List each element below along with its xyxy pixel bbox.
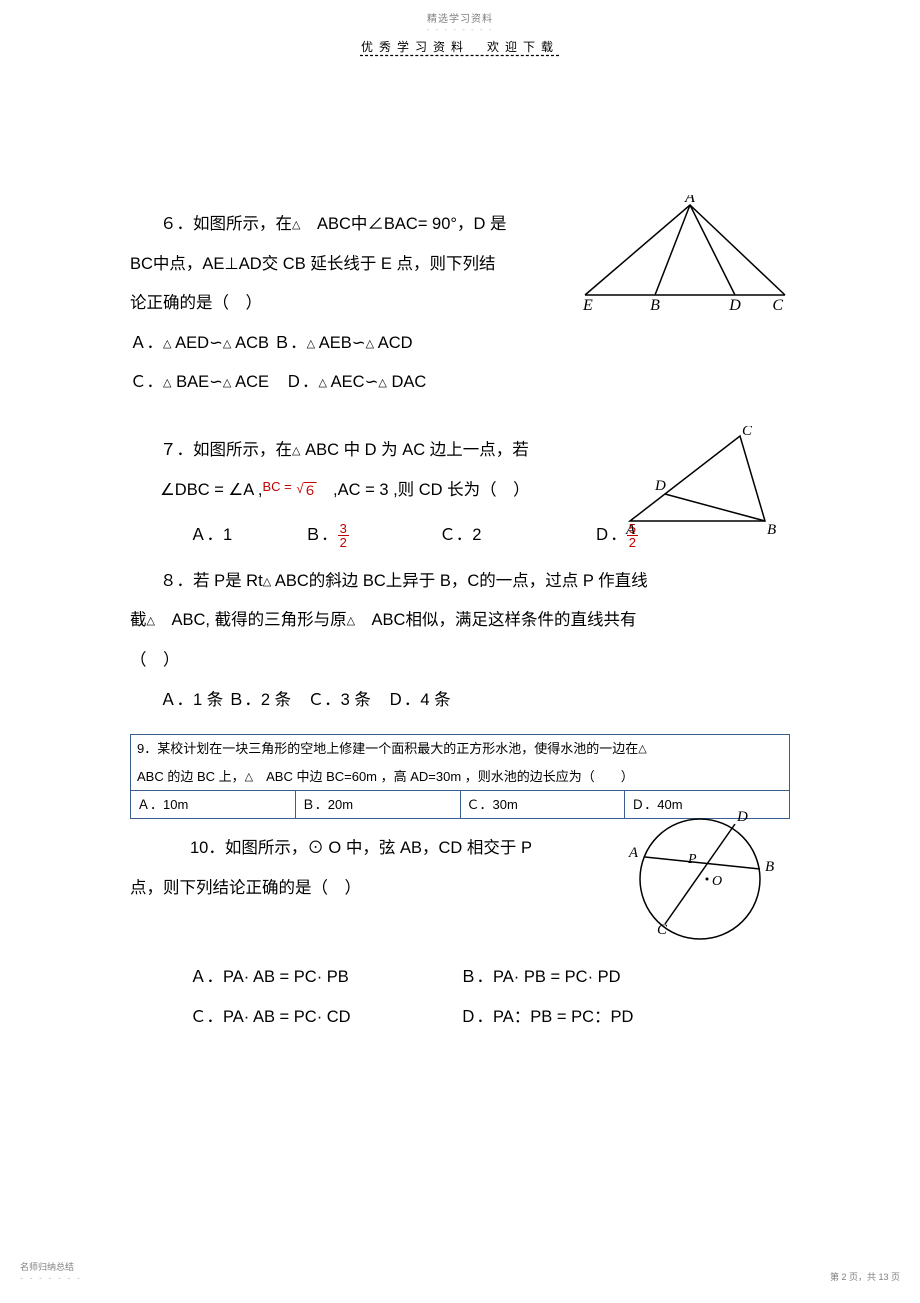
q7-text: ７．如图所示，在 [160,441,292,459]
svg-text:A: A [628,845,639,861]
svg-text:B: B [765,859,774,875]
svg-text:C: C [742,426,753,439]
svg-text:D: D [728,297,741,314]
header-subtitle: 优秀学习资料 欢迎下载 [0,38,920,55]
header-dots: - - - - - - - - [0,25,920,34]
svg-text:O: O [712,874,722,889]
svg-text:D: D [654,478,666,494]
svg-text:E: E [582,297,593,314]
figure-q6: A E B D C [580,195,790,331]
svg-text:P: P [687,852,697,867]
footer-left: 名师归纳总结 - - - - - - - [20,1260,82,1283]
svg-text:A: A [684,195,695,206]
page-content: A E B D C ６．如图所示，在△ ABC中∠BAC= 90°，D 是 BC… [0,55,920,1038]
header-top: 精选学习资料 [0,0,920,25]
question-10: A B C D P O 10．如图所示，⊙ O 中，弦 AB，CD 相交于 P … [130,829,790,908]
footer-right: 第 2 页，共 13 页 [830,1270,900,1283]
figure-q10: A B C D P O [600,799,790,975]
svg-text:B: B [650,297,660,314]
question-8: ８．若 P是 Rt△ ABC的斜边 BC上异于 B，C的一点，过点 P 作直线 … [130,562,790,720]
svg-text:D: D [736,809,748,825]
svg-text:B: B [767,522,776,536]
q6-options-row2: Ｃ．△ BAE∽△ ACE Ｄ．△ AEC∽△ DAC [130,363,790,403]
question-6: A E B D C ６．如图所示，在△ ABC中∠BAC= 90°，D 是 BC… [130,205,790,403]
q6-text: ６．如图所示，在 [160,215,292,233]
svg-text:A: A [625,522,636,536]
question-7: C D A B ７．如图所示，在△ ABC 中 D 为 AC 边上一点，若 ∠D… [130,431,790,510]
figure-q7: C D A B [620,426,780,552]
svg-text:C: C [657,922,668,938]
svg-text:C: C [772,297,783,314]
